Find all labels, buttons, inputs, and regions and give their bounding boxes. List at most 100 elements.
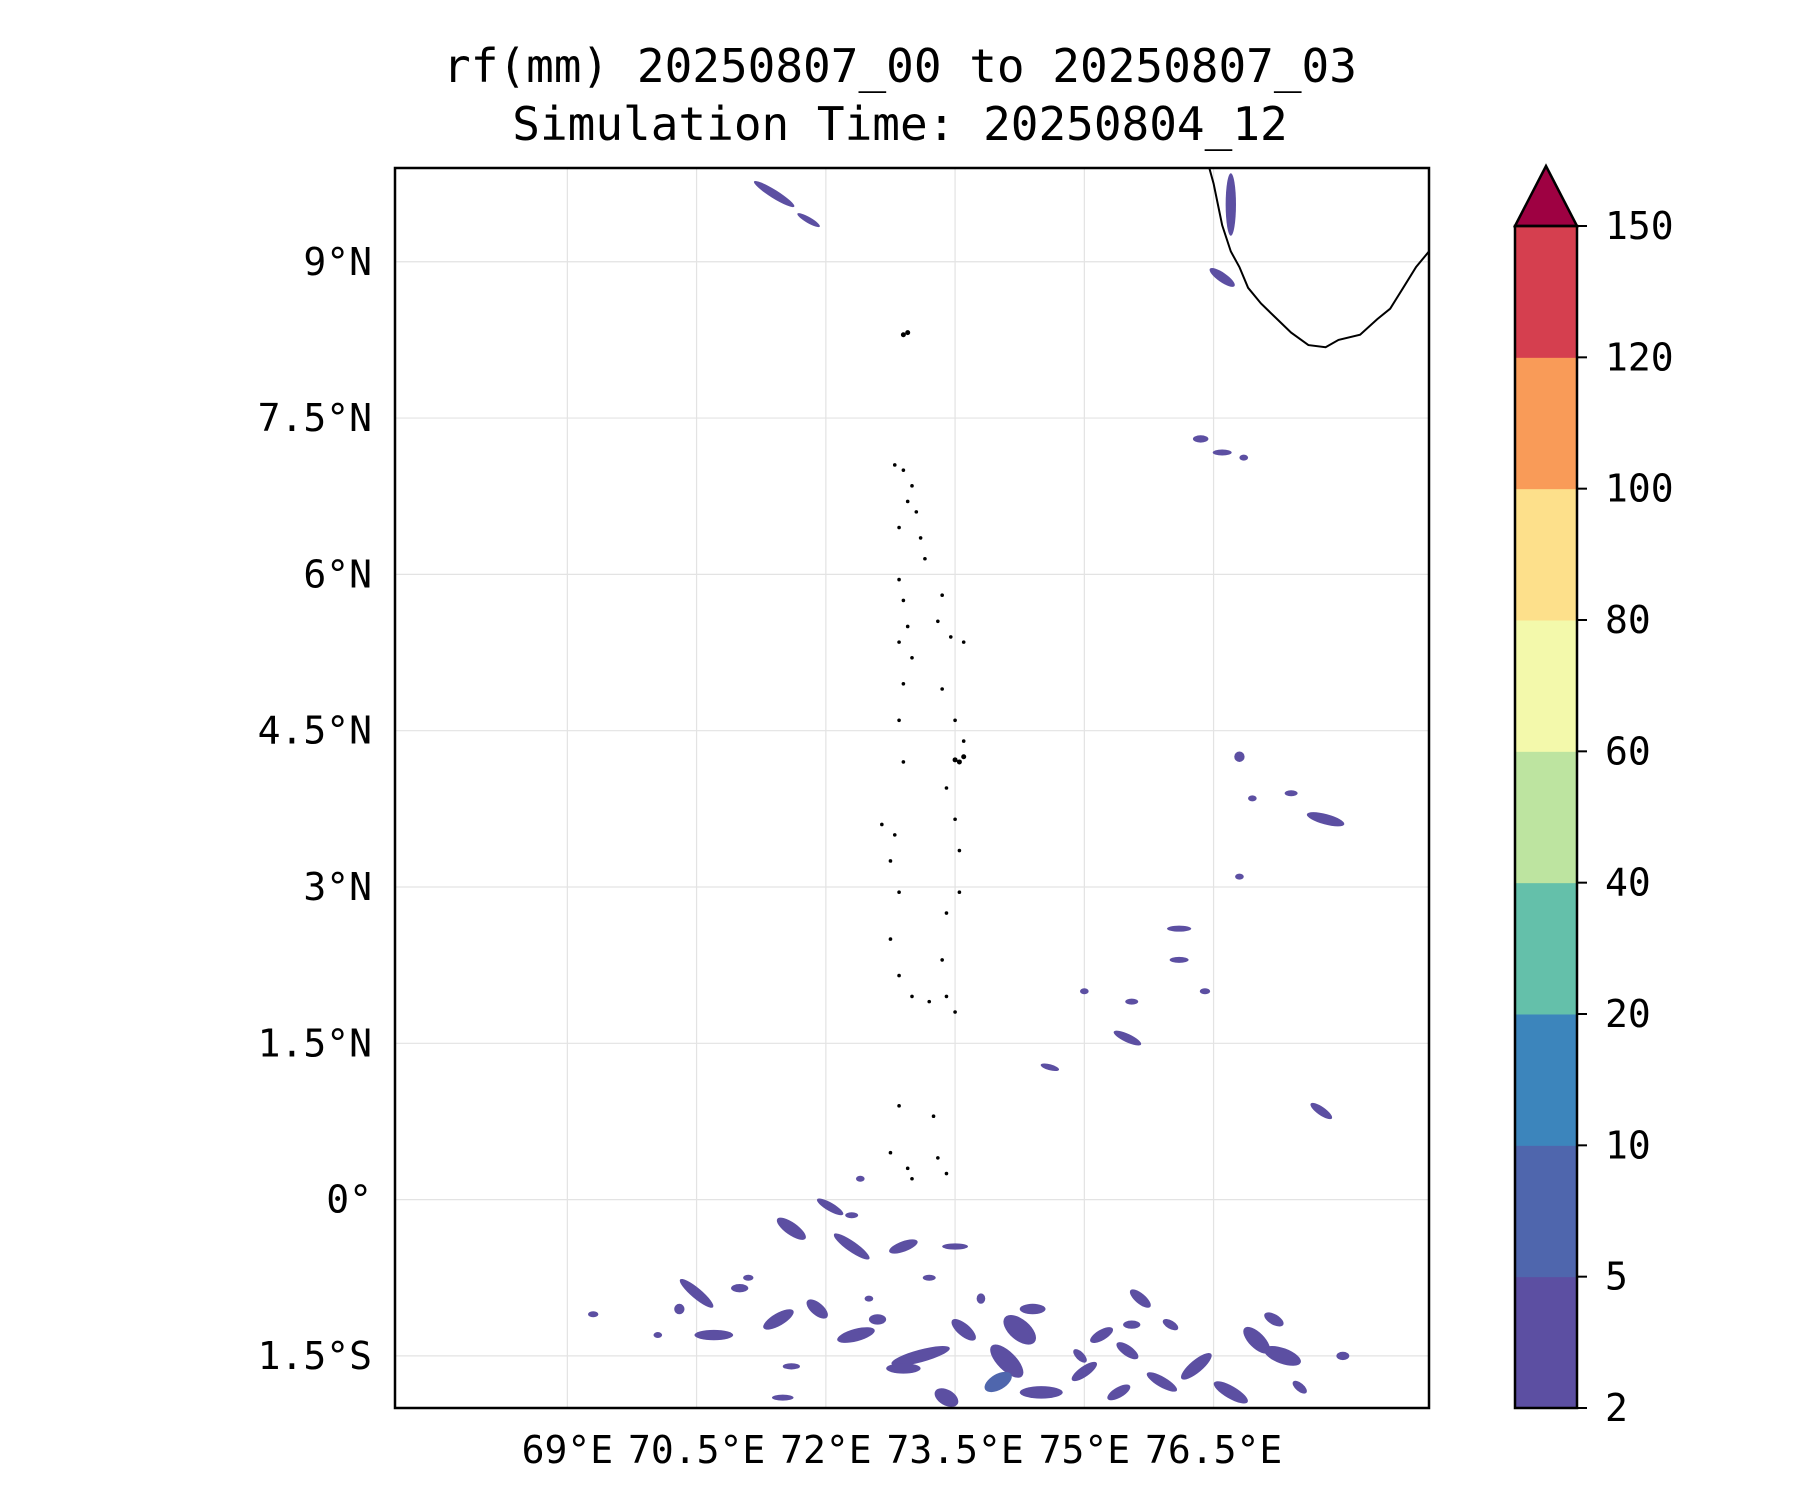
rain-patch xyxy=(753,181,795,208)
rain-patch xyxy=(1243,1326,1271,1354)
colorbar-tick-label: 20 xyxy=(1605,992,1651,1036)
atoll-dot xyxy=(936,1156,940,1160)
colorbar-tick-label: 10 xyxy=(1605,1123,1651,1167)
rain-patch xyxy=(1234,751,1245,762)
rain-patch xyxy=(816,1198,844,1216)
atoll-dot xyxy=(940,687,944,691)
rain-patch xyxy=(833,1233,870,1260)
rain-patch xyxy=(837,1327,875,1343)
rain-patch xyxy=(1306,812,1345,827)
rain-patch xyxy=(1264,1346,1301,1366)
colorbar-tick-label: 100 xyxy=(1605,467,1674,511)
rain-patch xyxy=(1040,1063,1060,1072)
rain-patch xyxy=(1019,1386,1063,1399)
colorbar-segment xyxy=(1515,751,1577,884)
rain-patch xyxy=(1199,988,1211,995)
rain-patch xyxy=(1125,998,1139,1005)
rain-patch xyxy=(1180,1352,1212,1380)
colorbar-segment xyxy=(1515,882,1577,1015)
rain-patch xyxy=(1080,988,1089,995)
rain-patch xyxy=(891,1346,950,1366)
atoll-dot xyxy=(897,525,901,530)
rain-patch xyxy=(763,1309,794,1330)
atoll-dot xyxy=(905,1166,910,1171)
rain-patch xyxy=(1116,1342,1139,1360)
rain-patch xyxy=(1019,1303,1046,1315)
rain-patch xyxy=(1071,1361,1098,1382)
island-outline xyxy=(900,332,906,338)
rain-patch xyxy=(771,1394,794,1401)
colorbar-segment xyxy=(1515,357,1577,490)
atoll-dot xyxy=(918,536,923,540)
rain-patch xyxy=(1169,956,1189,963)
atoll-dot xyxy=(953,817,957,822)
atoll-dot xyxy=(957,848,962,853)
atoll-dot xyxy=(910,994,914,999)
atoll-dot xyxy=(901,760,906,764)
x-tick-label: 75°E xyxy=(1039,1428,1131,1472)
atoll-dot xyxy=(940,958,944,962)
colorbar-tick-label: 120 xyxy=(1605,335,1674,379)
atoll-dot xyxy=(944,1171,949,1176)
rain-patch xyxy=(942,1243,969,1250)
rain-patch xyxy=(886,1363,921,1374)
rain-patch xyxy=(1107,1384,1131,1401)
chart-title: rf(mm) 20250807_00 to 20250807_03 xyxy=(443,39,1357,93)
atoll-dot xyxy=(897,973,901,978)
rain-patch xyxy=(806,1299,828,1319)
atoll-dot xyxy=(936,619,940,624)
rain-patch xyxy=(1248,795,1257,802)
rain-patch xyxy=(990,1344,1024,1378)
rain-patch xyxy=(731,1284,749,1293)
colorbar-frame xyxy=(1513,224,1579,1410)
rain-patch xyxy=(1146,1372,1178,1392)
rain-patch xyxy=(743,1274,754,1281)
rain-patch xyxy=(976,1293,986,1304)
rain-patch xyxy=(1123,1320,1141,1329)
x-tick-label: 69°E xyxy=(522,1428,614,1472)
atoll-dot xyxy=(944,994,949,999)
atoll-dot xyxy=(880,822,884,827)
rain-patch xyxy=(694,1329,734,1341)
atoll-dot xyxy=(948,635,953,639)
atoll-dot xyxy=(888,859,893,863)
colorbar-extend-arrow xyxy=(1512,163,1580,228)
atoll-dot xyxy=(905,499,910,504)
atoll-dot xyxy=(897,890,901,895)
y-tick-label: 0° xyxy=(326,1178,372,1222)
atoll-dot xyxy=(961,739,966,743)
rain-patch xyxy=(1192,435,1209,443)
rain-patch xyxy=(1264,1312,1284,1327)
y-tick-label: 3°N xyxy=(303,865,372,909)
rain-patch xyxy=(1284,790,1298,797)
atoll-dot xyxy=(910,655,914,660)
atoll-dot xyxy=(897,1104,901,1108)
atoll-dot xyxy=(901,681,906,686)
rain-patch xyxy=(1225,173,1236,236)
rain-patch xyxy=(868,1314,887,1325)
y-tick-label: 4.5°N xyxy=(258,709,372,753)
atoll-dot xyxy=(897,640,901,644)
island-outline xyxy=(956,759,962,765)
x-tick-label: 72°E xyxy=(780,1428,872,1472)
rain-patch xyxy=(797,213,820,228)
colorbar-tick-label: 80 xyxy=(1605,598,1651,642)
colorbar-segment xyxy=(1515,488,1577,621)
rainfall-contours xyxy=(588,173,1350,1407)
rain-patch xyxy=(1209,267,1235,287)
atoll-dot xyxy=(923,556,927,561)
y-axis-ticks: 9°N 7.5°N 6°N 4.5°N 3°N 1.5°N 0° 1.5°S xyxy=(258,240,372,1378)
atoll-dot xyxy=(910,484,914,488)
x-tick-label: 76.5°E xyxy=(1145,1428,1282,1472)
atoll-dot xyxy=(953,1010,957,1014)
y-tick-label: 6°N xyxy=(303,552,372,596)
x-axis-ticks: 69°E 70.5°E 72°E 73.5°E 75°E 76.5°E xyxy=(522,1428,1283,1472)
island-outline xyxy=(905,330,911,336)
colorbar-tick-label: 150 xyxy=(1605,204,1674,248)
atoll-dot xyxy=(901,598,906,603)
colorbar: 2 5 10 20 40 60 80 100 120 150 xyxy=(1512,163,1674,1430)
atoll-dot xyxy=(892,463,897,467)
rain-patch xyxy=(1213,1381,1248,1404)
rain-patch xyxy=(855,1175,865,1182)
